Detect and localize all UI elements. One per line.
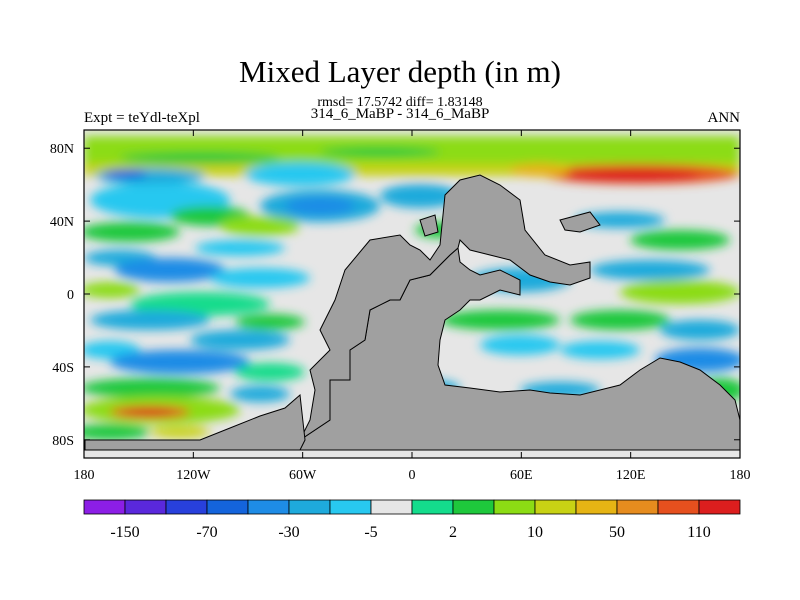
colorbar-swatch	[288, 499, 331, 515]
colorbar-swatch	[329, 499, 372, 515]
x-tick-label: 0	[409, 468, 416, 483]
colorbar-swatch	[165, 499, 208, 515]
x-tick-label: 120W	[176, 468, 211, 483]
x-axis: 180 120W 60W 0 60E 120E 180	[74, 130, 751, 483]
y-tick-label: 80S	[52, 434, 74, 449]
y-tick-label: 80N	[50, 142, 74, 157]
y-tick-label: 0	[67, 288, 74, 303]
colorbar-swatch	[575, 499, 618, 515]
island-east	[559, 211, 601, 233]
colorbar-label: -5	[364, 524, 377, 541]
antarctic-margin	[84, 393, 306, 451]
land-masses	[84, 174, 740, 451]
colorbar-label: -30	[278, 524, 299, 541]
colorbar-label: 50	[609, 524, 625, 541]
season-label: ANN	[707, 110, 741, 126]
colorbar-swatch	[247, 499, 290, 515]
y-tick-label: 40N	[50, 215, 74, 230]
colorbar-label: 10	[527, 524, 543, 541]
chart-subtitle: 314_6_MaBP - 314_6_MaBP	[310, 106, 490, 122]
y-tick-label: 40S	[52, 361, 74, 376]
x-tick-label: 180	[730, 468, 751, 483]
colorbar-swatch	[657, 499, 700, 515]
supercontinent-north	[298, 174, 591, 442]
island-tethys	[419, 214, 439, 237]
colorbar-swatch	[206, 499, 249, 515]
colorbar-swatch	[411, 499, 454, 515]
x-tick-label: 60W	[289, 468, 317, 483]
x-tick-label: 60E	[510, 468, 533, 483]
colorbar-swatch	[616, 499, 659, 515]
stats-text: rmsd= 17.5742 diff= 1.83148	[317, 95, 483, 110]
colorbar-swatch	[124, 499, 167, 515]
colorbar-swatch	[370, 499, 413, 515]
experiment-label: Expt = teYdl-teXpl	[84, 110, 200, 126]
x-tick-label: 120E	[616, 468, 646, 483]
colorbar-swatch	[493, 499, 536, 515]
y-axis: 80N 40N 0 40S 80S	[50, 142, 740, 449]
colorbar-swatch	[452, 499, 495, 515]
colorbar: -150 -70 -30 -5 2 10 50 110	[83, 499, 741, 541]
colorbar-swatch	[698, 499, 741, 515]
chart-title: Mixed Layer depth (in m)	[239, 54, 561, 89]
colorbar-label: 110	[687, 524, 710, 541]
colorbar-swatch	[83, 499, 126, 515]
colorbar-label: -150	[110, 524, 139, 541]
colorbar-label: -70	[196, 524, 217, 541]
map-field	[84, 130, 740, 458]
colorbar-label: 2	[449, 524, 457, 541]
x-tick-label: 180	[74, 468, 95, 483]
colorbar-swatch	[534, 499, 577, 515]
